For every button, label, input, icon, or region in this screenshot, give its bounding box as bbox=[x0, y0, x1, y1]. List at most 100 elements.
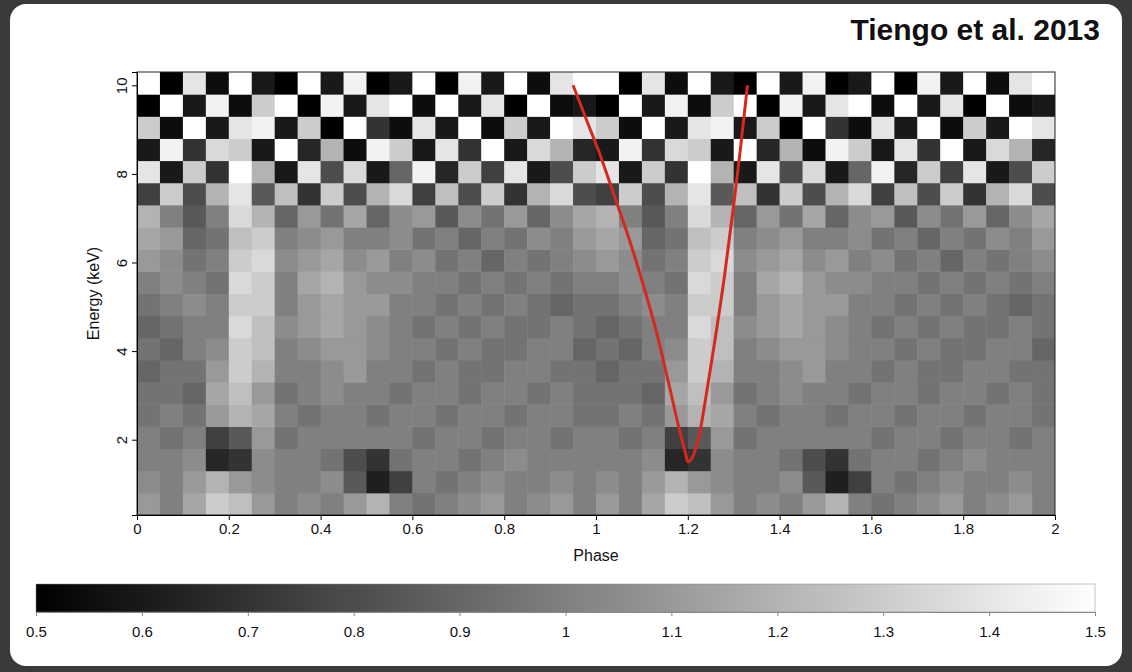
heatmap-cell bbox=[871, 161, 894, 184]
heatmap-cell bbox=[757, 72, 780, 95]
heatmap-cell bbox=[550, 493, 573, 515]
heatmap-cell bbox=[917, 426, 940, 449]
heatmap-cell bbox=[803, 72, 826, 95]
heatmap-cell bbox=[252, 426, 275, 449]
heatmap-cell bbox=[435, 94, 458, 117]
heatmap-cell bbox=[367, 116, 390, 139]
heatmap-cell bbox=[206, 360, 229, 383]
heatmap-cell bbox=[137, 183, 160, 206]
heatmap-cell bbox=[573, 404, 596, 427]
heatmap-cell bbox=[986, 138, 1009, 161]
heatmap-cell bbox=[1032, 294, 1055, 317]
heatmap-cell bbox=[412, 227, 435, 250]
heatmap-cell bbox=[344, 94, 367, 117]
heatmap-cell bbox=[206, 271, 229, 294]
heatmap-cell bbox=[848, 94, 871, 117]
heatmap-cell bbox=[298, 294, 321, 317]
heatmap-cell bbox=[619, 183, 642, 206]
heatmap-cell bbox=[963, 205, 986, 228]
heatmap-cell bbox=[160, 404, 183, 427]
heatmap-cell bbox=[917, 449, 940, 472]
y-tick: 6 bbox=[113, 259, 137, 267]
colorbar bbox=[36, 584, 1095, 612]
heatmap-cell bbox=[596, 249, 619, 272]
heatmap-cell bbox=[1009, 316, 1032, 339]
heatmap-cell bbox=[665, 294, 688, 317]
heatmap-cell bbox=[780, 493, 803, 515]
heatmap-cell bbox=[986, 449, 1009, 472]
heatmap-cell bbox=[412, 360, 435, 383]
heatmap-cell bbox=[848, 471, 871, 494]
heatmap-cell bbox=[848, 72, 871, 95]
heatmap-cell bbox=[573, 271, 596, 294]
heatmap-cell bbox=[780, 227, 803, 250]
heatmap-cell bbox=[963, 183, 986, 206]
heatmap-cell bbox=[780, 72, 803, 95]
heatmap-cell bbox=[229, 249, 252, 272]
heatmap-cell bbox=[917, 360, 940, 383]
heatmap-cell bbox=[481, 404, 504, 427]
heatmap-cell bbox=[917, 493, 940, 515]
x-tick: 0.6 bbox=[402, 515, 423, 537]
heatmap-cell bbox=[940, 404, 963, 427]
heatmap-cell bbox=[412, 294, 435, 317]
heatmap-cell bbox=[504, 493, 527, 515]
heatmap-cell bbox=[986, 338, 1009, 361]
colorbar-tick: 1 bbox=[562, 612, 570, 640]
heatmap-cell bbox=[298, 138, 321, 161]
heatmap-cell bbox=[183, 227, 206, 250]
heatmap-cell bbox=[780, 404, 803, 427]
heatmap-cell bbox=[321, 138, 344, 161]
heatmap-cell bbox=[848, 426, 871, 449]
heatmap-cell bbox=[1032, 249, 1055, 272]
y-tick-label: 2 bbox=[113, 436, 130, 444]
heatmap-cell bbox=[183, 249, 206, 272]
heatmap-cell bbox=[504, 404, 527, 427]
heatmap-cell bbox=[229, 72, 252, 95]
heatmap-cell bbox=[435, 316, 458, 339]
heatmap-cell bbox=[986, 227, 1009, 250]
heatmap-cell bbox=[389, 94, 412, 117]
heatmap-cell bbox=[527, 94, 550, 117]
heatmap-cell bbox=[481, 316, 504, 339]
heatmap-cell bbox=[137, 271, 160, 294]
heatmap-cell bbox=[504, 161, 527, 184]
x-tick-label: 0.8 bbox=[494, 520, 515, 537]
y-tick-label: 10 bbox=[113, 77, 130, 94]
heatmap-cell bbox=[367, 316, 390, 339]
heatmap-cell bbox=[780, 382, 803, 405]
heatmap-cell bbox=[642, 360, 665, 383]
colorbar-tick: 0.7 bbox=[238, 612, 259, 640]
colorbar-tick-mark bbox=[354, 612, 355, 616]
heatmap-cell bbox=[550, 360, 573, 383]
heatmap-cell bbox=[826, 72, 849, 95]
heatmap-cell bbox=[504, 72, 527, 95]
heatmap-cell bbox=[527, 205, 550, 228]
heatmap-cell bbox=[160, 449, 183, 472]
heatmap-cell bbox=[137, 116, 160, 139]
heatmap-cell bbox=[206, 183, 229, 206]
heatmap-cell bbox=[504, 227, 527, 250]
heatmap-cell bbox=[711, 471, 734, 494]
heatmap-cell bbox=[389, 471, 412, 494]
heatmap-cell bbox=[688, 161, 711, 184]
heatmap-cell bbox=[160, 271, 183, 294]
heatmap-cell bbox=[688, 316, 711, 339]
heatmap-cell bbox=[711, 183, 734, 206]
heatmap-cell bbox=[619, 161, 642, 184]
heatmap-cell bbox=[160, 227, 183, 250]
heatmap-cell bbox=[642, 183, 665, 206]
heatmap-cell bbox=[871, 116, 894, 139]
heatmap-cell bbox=[275, 161, 298, 184]
heatmap-cell bbox=[206, 72, 229, 95]
heatmap-cell bbox=[137, 316, 160, 339]
heatmap-cell bbox=[596, 316, 619, 339]
heatmap-cell bbox=[780, 94, 803, 117]
heatmap-cell bbox=[1032, 138, 1055, 161]
heatmap-cell bbox=[963, 72, 986, 95]
heatmap-cell bbox=[940, 161, 963, 184]
heatmap-cell bbox=[275, 294, 298, 317]
heatmap-cell bbox=[160, 205, 183, 228]
heatmap-cell bbox=[688, 205, 711, 228]
heatmap-cell bbox=[252, 471, 275, 494]
